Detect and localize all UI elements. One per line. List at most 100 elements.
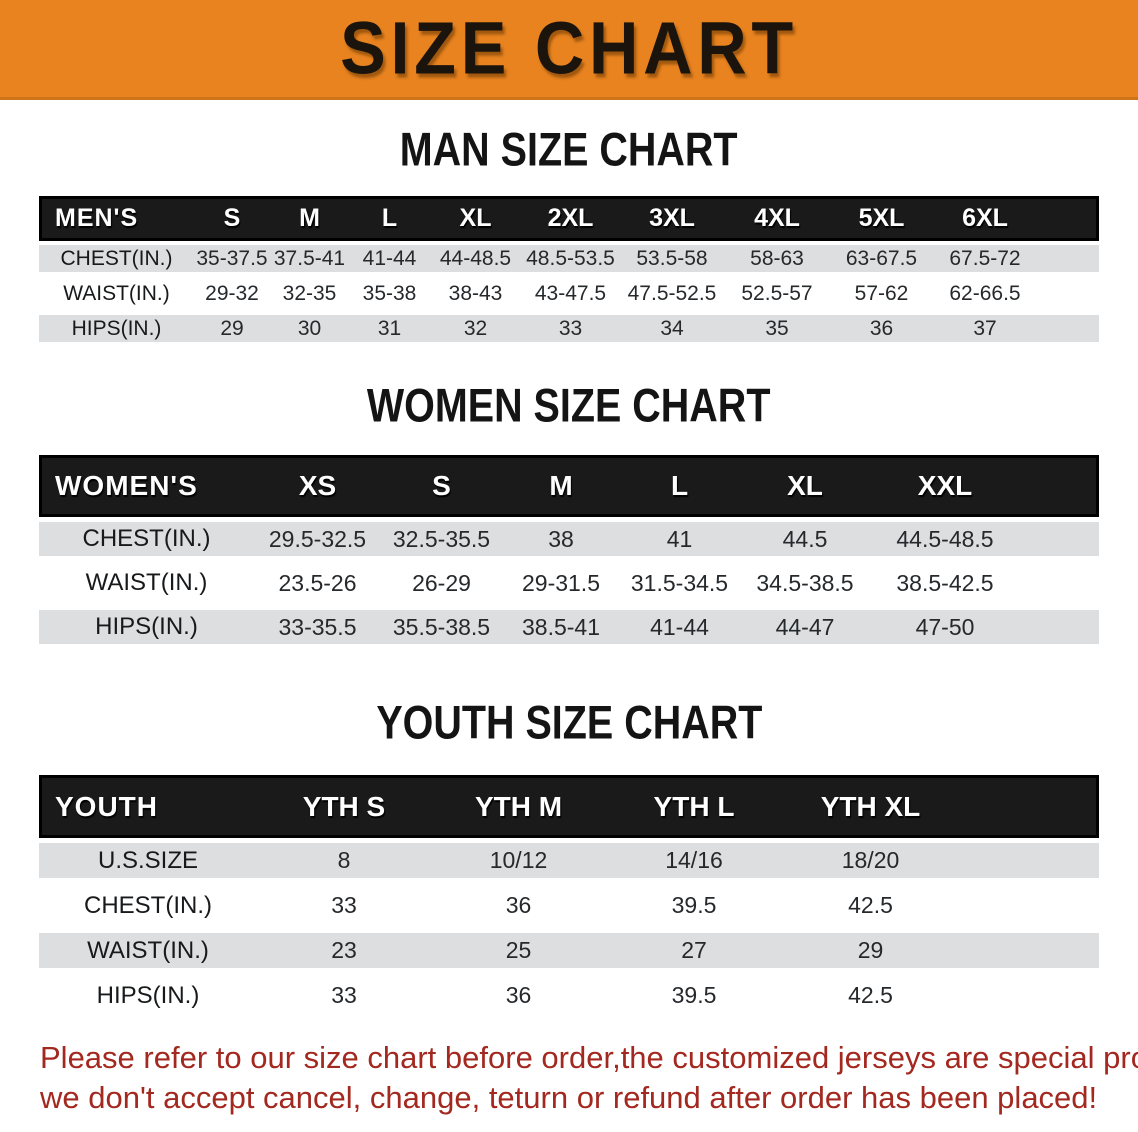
size-column-header: S — [381, 455, 502, 517]
spacer-cell — [1019, 561, 1099, 605]
footer-note-line2: we don't accept cancel, change, teturn o… — [40, 1080, 1098, 1115]
table-corner-label: MEN'S — [39, 196, 194, 241]
size-column-header: XL — [430, 196, 521, 241]
womens-size-table: WOMEN'S XS S M L XL XXL CHEST(IN.) 29.5-… — [39, 455, 1099, 649]
table-header-row: WOMEN'S XS S M L XL XXL — [39, 455, 1099, 517]
mens-size-table: MEN'S S M L XL 2XL 3XL 4XL 5XL 6XL CHEST… — [39, 196, 1099, 346]
size-column-header: 6XL — [933, 196, 1037, 241]
row-label: WAIST(IN.) — [85, 569, 208, 596]
size-value: 34 — [620, 311, 724, 346]
table-row: WAIST(IN.) 23 25 27 29 — [39, 928, 1099, 973]
row-label: CHEST(IN.) — [84, 891, 212, 919]
row-label: U.S.SIZE — [39, 838, 257, 883]
size-value: 67.5-72 — [933, 241, 1037, 276]
size-column-header: L — [349, 196, 430, 241]
size-value: 25 — [431, 928, 606, 973]
size-value: 39.5 — [671, 982, 717, 1008]
size-column-header: XXL — [871, 455, 1019, 517]
size-value: 41 — [620, 517, 739, 561]
table-row: CHEST(IN.) 33 36 39.5 42.5 — [39, 883, 1099, 928]
spacer-cell — [1037, 241, 1099, 276]
size-value: 8 — [257, 838, 431, 883]
size-value: 33-35.5 — [254, 605, 381, 649]
row-label: CHEST(IN.) — [39, 517, 254, 561]
size-column-header: S — [194, 196, 270, 241]
size-chart-banner: SIZE CHART — [0, 0, 1138, 100]
size-value: 27 — [606, 928, 782, 973]
mens-section-heading-text: MAN SIZE CHART — [400, 123, 738, 176]
size-value: 44-47 — [739, 605, 871, 649]
size-value: 32.5-35.5 — [381, 517, 502, 561]
size-value: 41-44 — [349, 241, 430, 276]
size-value: 29 — [782, 928, 959, 973]
size-value: 35-38 — [362, 281, 417, 305]
size-value: 31.5-34.5 — [630, 569, 729, 596]
size-value: 37.5-41 — [270, 241, 349, 276]
table-row: U.S.SIZE 8 10/12 14/16 18/20 — [39, 838, 1099, 883]
size-column-header: YTH L — [606, 775, 782, 838]
mens-section-heading: MAN SIZE CHART — [0, 123, 1138, 176]
spacer-cell — [1019, 455, 1099, 517]
size-column-header: XS — [254, 455, 381, 517]
footer-note: Please refer to our size chart before or… — [40, 1038, 1138, 1118]
row-label: CHEST(IN.) — [39, 241, 194, 276]
size-column-header: 2XL — [521, 196, 620, 241]
size-value: 38.5-42.5 — [896, 569, 994, 596]
size-value: 33 — [331, 892, 357, 918]
spacer-cell — [959, 775, 1099, 838]
size-value: 35.5-38.5 — [381, 605, 502, 649]
womens-section-heading-text: WOMEN SIZE CHART — [367, 379, 771, 432]
size-value: 23 — [257, 928, 431, 973]
youth-section-heading: YOUTH SIZE CHART — [0, 696, 1138, 749]
size-value: 47.5-52.5 — [627, 281, 717, 305]
size-value: 38-43 — [448, 281, 503, 305]
size-value: 33 — [521, 311, 620, 346]
table-row: CHEST(IN.) 29.5-32.5 32.5-35.5 38 41 44.… — [39, 517, 1099, 561]
size-value: 63-67.5 — [830, 241, 933, 276]
size-column-header: 5XL — [830, 196, 933, 241]
spacer-cell — [1037, 276, 1099, 311]
spacer-cell — [959, 838, 1099, 883]
size-value: 36 — [505, 982, 532, 1008]
size-value: 38 — [502, 517, 620, 561]
size-value: 39.5 — [671, 892, 717, 918]
table-row: HIPS(IN.) 29 30 31 32 33 34 35 36 37 — [39, 311, 1099, 346]
size-value: 43-47.5 — [534, 281, 607, 305]
size-column-header: M — [502, 455, 620, 517]
size-value: 29-32 — [205, 281, 259, 305]
size-value: 44.5-48.5 — [871, 517, 1019, 561]
table-header-row: MEN'S S M L XL 2XL 3XL 4XL 5XL 6XL — [39, 196, 1099, 241]
spacer-cell — [1037, 311, 1099, 346]
size-value: 36 — [505, 892, 532, 918]
size-column-header: YTH XL — [782, 775, 959, 838]
size-value: 14/16 — [606, 838, 782, 883]
table-row: HIPS(IN.) 33 36 39.5 42.5 — [39, 973, 1099, 1018]
table-corner-label: WOMEN'S — [39, 455, 254, 517]
size-value: 53.5-58 — [620, 241, 724, 276]
size-value: 62-66.5 — [949, 281, 1021, 305]
spacer-cell — [1037, 196, 1099, 241]
footer-note-line1: Please refer to our size chart before or… — [40, 1040, 1138, 1075]
size-value: 36 — [830, 311, 933, 346]
size-value: 42.5 — [848, 982, 893, 1008]
size-value: 33 — [331, 982, 357, 1008]
size-value: 10/12 — [431, 838, 606, 883]
size-value: 58-63 — [724, 241, 830, 276]
youth-section-heading-text: YOUTH SIZE CHART — [375, 696, 763, 749]
size-value: 26-29 — [412, 569, 471, 596]
size-value: 47-50 — [871, 605, 1019, 649]
table-header-row: YOUTH YTH S YTH M YTH L YTH XL — [39, 775, 1099, 838]
table-row: WAIST(IN.) 23.5-26 26-29 29-31.5 31.5-34… — [39, 561, 1099, 605]
table-row: CHEST(IN.) 35-37.5 37.5-41 41-44 44-48.5… — [39, 241, 1099, 276]
row-label: HIPS(IN.) — [96, 981, 200, 1009]
size-value: 52.5-57 — [741, 281, 813, 305]
size-value: 57-62 — [854, 281, 909, 305]
size-value: 35-37.5 — [194, 241, 270, 276]
size-value: 32-35 — [282, 281, 337, 305]
spacer-cell — [959, 928, 1099, 973]
size-value: 18/20 — [782, 838, 959, 883]
spacer-cell — [959, 883, 1099, 928]
size-value: 35 — [724, 311, 830, 346]
size-value: 31 — [349, 311, 430, 346]
spacer-cell — [1019, 605, 1099, 649]
